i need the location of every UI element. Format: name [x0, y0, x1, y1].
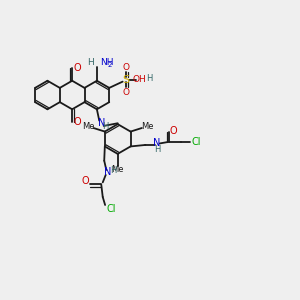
Text: Cl: Cl	[106, 204, 116, 214]
Text: O: O	[122, 88, 129, 97]
Text: Me: Me	[82, 122, 94, 131]
Text: O: O	[170, 126, 178, 136]
Text: N: N	[98, 118, 105, 128]
Text: O: O	[74, 117, 81, 127]
Text: Cl: Cl	[191, 137, 201, 147]
Text: Me: Me	[141, 122, 153, 131]
Text: 2: 2	[107, 62, 112, 68]
Text: H: H	[146, 74, 152, 82]
Text: OH: OH	[133, 75, 146, 84]
Text: N: N	[153, 138, 160, 148]
Text: NH: NH	[100, 58, 114, 68]
Text: H: H	[103, 122, 109, 131]
Text: N: N	[104, 167, 112, 177]
Text: O: O	[74, 63, 81, 73]
Text: S: S	[122, 75, 129, 85]
Text: Me: Me	[111, 165, 124, 174]
Text: H: H	[87, 58, 94, 68]
Text: O: O	[82, 176, 90, 186]
Text: O: O	[122, 63, 129, 72]
Text: H: H	[154, 145, 161, 154]
Text: H: H	[110, 166, 117, 175]
